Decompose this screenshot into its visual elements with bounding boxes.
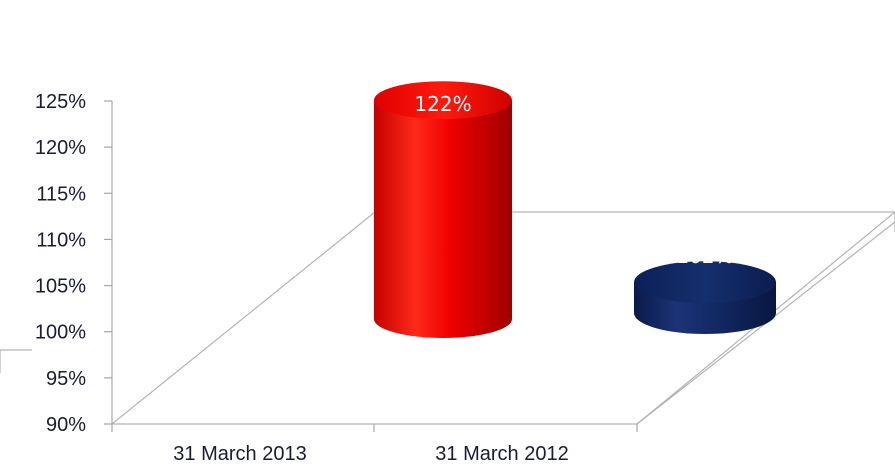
floor-outline [111,211,895,425]
bar-body [374,100,512,338]
bar-top [374,81,512,120]
x-axis-ticks [111,424,638,432]
y-tick-label: 110% [36,229,86,251]
y-tick-label: 95% [46,368,86,390]
x-tick-label: 31 March 2012 [435,443,568,465]
bar: 102% [634,244,776,334]
y-tick-label: 100% [35,322,86,344]
y-tick-label: 90% [46,414,86,436]
bars: 122% 102% [374,81,776,338]
y-tick-label: 120% [35,137,86,159]
y-tick-label: 115% [36,183,86,205]
y-axis-ticks: 90% 95% 100% 105% 110% 115% 120% 125% [35,91,112,436]
x-tick-label: 31 March 2013 [173,443,306,465]
back-wall-outline [0,349,32,373]
data-label: 102% [676,244,733,268]
bar-top [634,261,776,304]
y-tick-label: 105% [35,276,86,298]
data-label: 122% [414,92,471,116]
y-tick-label: 125% [35,91,86,113]
bar: 122% [374,81,512,338]
